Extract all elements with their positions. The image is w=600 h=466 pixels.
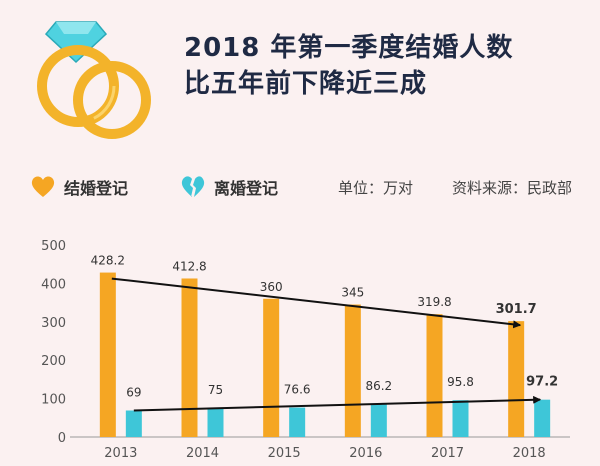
data-label-marriage: 428.2 [91,254,125,268]
data-label-marriage: 345 [341,286,364,300]
data-label-divorce: 95.8 [447,375,474,389]
data-label-marriage: 360 [260,280,283,294]
y-tick-label: 300 [41,316,66,331]
x-tick-label: 2014 [186,446,219,461]
bar-divorce [534,399,551,437]
y-tick-label: 0 [58,431,66,446]
source-text: 资料来源：民政部 [452,178,573,197]
data-label-divorce: 76.6 [284,383,311,397]
legend-item-marriage: 结婚登记 [30,172,128,202]
bar-marriage [508,321,525,437]
data-label-divorce: 86.2 [365,379,392,393]
bar-divorce [289,407,306,437]
chart-title: 2018 年第一季度结婚人数 比五年前下降近三成 [184,30,513,102]
x-tick-label: 2016 [349,446,382,461]
x-tick-label: 2013 [104,446,137,461]
broken-heart-icon [181,176,205,197]
bar-marriage [181,278,198,437]
x-tick-label: 2018 [513,446,546,461]
wedding-rings-icon [37,21,151,139]
data-label-marriage: 319.8 [417,295,451,309]
source-label: 资料来源：民政部 [452,172,572,202]
bar-marriage [426,314,443,437]
y-tick-label: 200 [41,354,66,369]
data-label-marriage: 412.8 [172,259,206,273]
y-tick-label: 100 [41,393,66,408]
unit-label: 单位：万对 [338,172,413,202]
trend-arrow-marriage [111,277,522,329]
ring-left-highlight [40,48,116,124]
data-label-divorce: 75 [208,383,223,397]
x-tick-label: 2015 [268,446,301,461]
bar-divorce [452,400,469,437]
legend-item-divorce: 离婚登记 [180,172,278,202]
data-label-marriage: 301.7 [496,302,537,317]
x-tick-label: 2017 [431,446,464,461]
y-tick-label: 500 [41,239,66,254]
title-line-1: 2018 年第一季度结婚人数 [184,33,514,63]
trend-arrow-divorce [133,395,542,412]
diamond-facet [56,22,96,34]
bar-divorce [207,408,224,437]
legend-label-divorce: 离婚登记 [214,179,279,198]
bar-divorce [370,403,387,437]
bar-marriage [263,298,280,437]
ring-right [73,61,151,139]
heart-icon [31,176,55,197]
unit-text: 单位：万对 [338,178,414,197]
title-line-2: 比五年前下降近三成 [184,69,428,99]
legend-label-marriage: 结婚登记 [64,179,129,198]
y-tick-label: 400 [41,277,66,292]
data-label-divorce: 97.2 [526,375,558,390]
bar-marriage [344,304,361,437]
bar-divorce [125,410,142,437]
legend: 结婚登记 离婚登记 单位：万对 资料来源：民政部 [20,172,590,202]
bar-marriage [99,272,116,437]
data-label-divorce: 69 [126,386,141,400]
